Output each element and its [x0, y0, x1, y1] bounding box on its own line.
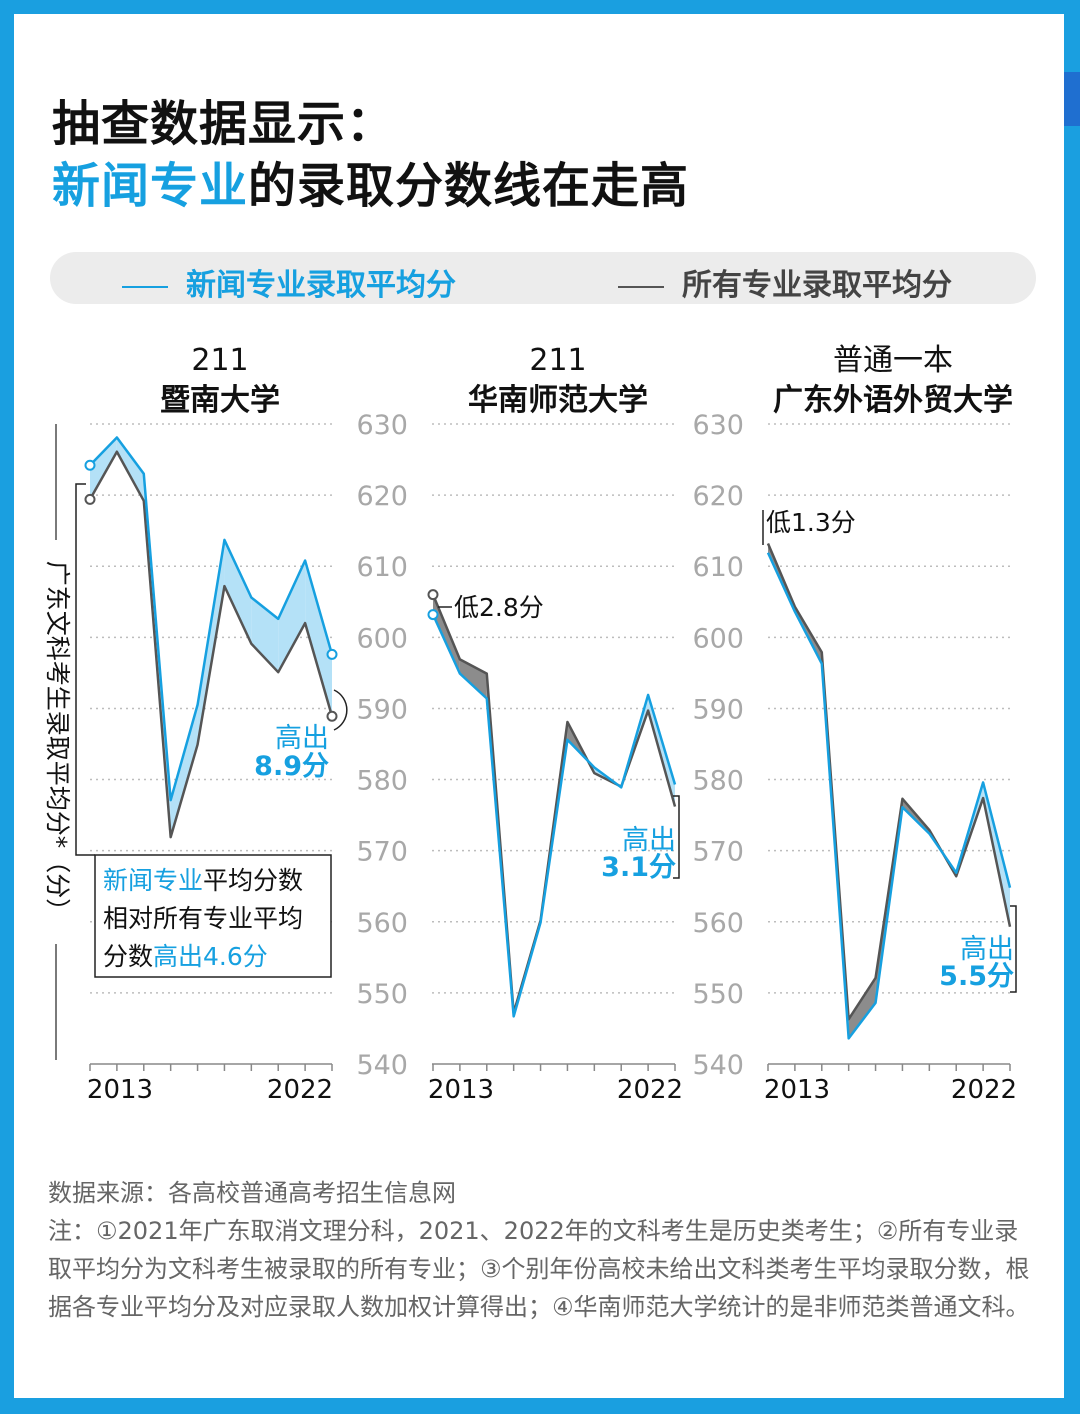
point-marker: [326, 648, 338, 660]
gap-annotation-value: 8.9分: [254, 751, 329, 782]
legend-label-news: 新闻专业录取平均分: [186, 268, 456, 303]
y-tick-label: 540: [356, 1050, 408, 1081]
panel-title: 华南师范大学: [468, 383, 648, 418]
gap-fill: [224, 539, 252, 644]
y-tick-label: 560: [356, 908, 408, 939]
legend-label-all: 所有专业录取平均分: [682, 268, 952, 303]
panel-title: 广东外语外贸大学: [773, 383, 1013, 418]
series-line-all: [88, 450, 334, 839]
summary-box: [94, 854, 332, 978]
series-line-all: [431, 594, 677, 1015]
end-bracket: [673, 795, 680, 879]
series-line-news: [89, 436, 334, 802]
y-tick-label: 570: [356, 837, 408, 868]
end-bracket-arc: [333, 689, 348, 731]
y-tick-label: 630: [692, 410, 744, 441]
point-marker: [427, 609, 439, 621]
x-tick-label: 2022: [951, 1075, 1017, 1105]
side-tab-accent: [1064, 72, 1080, 126]
summary-line-2: 相对所有专业平均: [103, 904, 303, 933]
gap-fill: [170, 704, 198, 838]
y-tick-label: 630: [356, 410, 408, 441]
y-tick-label: 560: [692, 908, 744, 939]
gap-annotation-value: 3.1分: [601, 852, 676, 883]
y-tick-label: 570: [692, 837, 744, 868]
summary-line-1: 新闻专业平均分数: [103, 866, 303, 895]
headline-line-2: 新闻专业的录取分数线在走高: [52, 146, 689, 216]
y-tick-label: 550: [692, 979, 744, 1010]
y-tick-label: 600: [692, 623, 744, 654]
y-tick-label: 610: [356, 552, 408, 583]
headline-rest: 的录取分数线在走高: [248, 158, 690, 214]
y-tick-label: 590: [356, 694, 408, 725]
gap-fill: [459, 659, 487, 699]
gap-fill: [305, 560, 332, 717]
point-marker: [326, 710, 338, 722]
gap-annotation-value: 5.5分: [939, 961, 1014, 992]
summary-line-3: 分数高出4.6分: [103, 942, 268, 971]
footnotes: 注：①2021年广东取消文理分科，2021、2022年的文科考生是历史类考生；②…: [48, 1217, 1030, 1321]
gap-fill: [278, 560, 306, 673]
gap-annotation: 低1.3分: [766, 508, 856, 537]
point-marker: [84, 459, 96, 471]
x-tick-label: 2022: [267, 1075, 333, 1105]
x-tick-label: 2022: [617, 1075, 683, 1105]
data-source: 数据来源：各高校普通高考招生信息网: [48, 1179, 456, 1207]
y-tick-label: 610: [692, 552, 744, 583]
legend-item-news: 新闻专业录取平均分: [122, 260, 456, 304]
y-tick-label: 540: [692, 1050, 744, 1081]
legend-line-all: [618, 285, 664, 288]
gap-annotation-label: 高出: [622, 825, 676, 856]
gap-fill: [197, 539, 225, 745]
legend: 新闻专业录取平均分 所有专业录取平均分: [50, 252, 1036, 304]
panel-tier: 普通一本: [833, 343, 953, 378]
poster-card: [14, 14, 1064, 1398]
gap-fill: [116, 437, 144, 501]
y-tick-label: 550: [356, 979, 408, 1010]
gap-annotation-label: 高出: [275, 723, 329, 754]
y-axis-label: 广东文科考生录取平均分*（分）: [43, 561, 72, 924]
gap-fill: [251, 597, 279, 673]
panel-title: 暨南大学: [160, 383, 280, 418]
y-tick-label: 600: [356, 623, 408, 654]
legend-line-news: [122, 285, 168, 288]
y-tick-label: 590: [692, 694, 744, 725]
bracket-line: [75, 483, 95, 856]
x-tick-label: 2013: [87, 1075, 153, 1105]
series-line-news: [431, 614, 677, 1018]
series-line-all: [766, 542, 1012, 1021]
point-marker: [427, 589, 439, 601]
gap-fill: [90, 437, 117, 500]
point-marker: [84, 493, 96, 505]
y-tick-label: 580: [356, 766, 408, 797]
gap-annotation: 低2.8分: [454, 593, 544, 622]
x-tick-label: 2013: [428, 1075, 494, 1105]
gap-fill: [848, 977, 876, 1039]
headline-highlight: 新闻专业: [52, 158, 249, 214]
gap-fill: [433, 594, 460, 674]
y-tick-label: 580: [692, 766, 744, 797]
end-bracket: [1010, 905, 1017, 993]
x-tick-label: 2013: [764, 1075, 830, 1105]
y-tick-label: 620: [356, 481, 408, 512]
panel-tier: 211: [191, 343, 248, 378]
gap-annotation-label: 高出: [960, 934, 1014, 965]
series-line-news: [766, 552, 1012, 1040]
panel-tier: 211: [529, 343, 586, 378]
headline-line-1: 抽查数据显示：: [52, 96, 396, 152]
y-tick-label: 620: [692, 481, 744, 512]
legend-item-all: 所有专业录取平均分: [618, 260, 952, 304]
